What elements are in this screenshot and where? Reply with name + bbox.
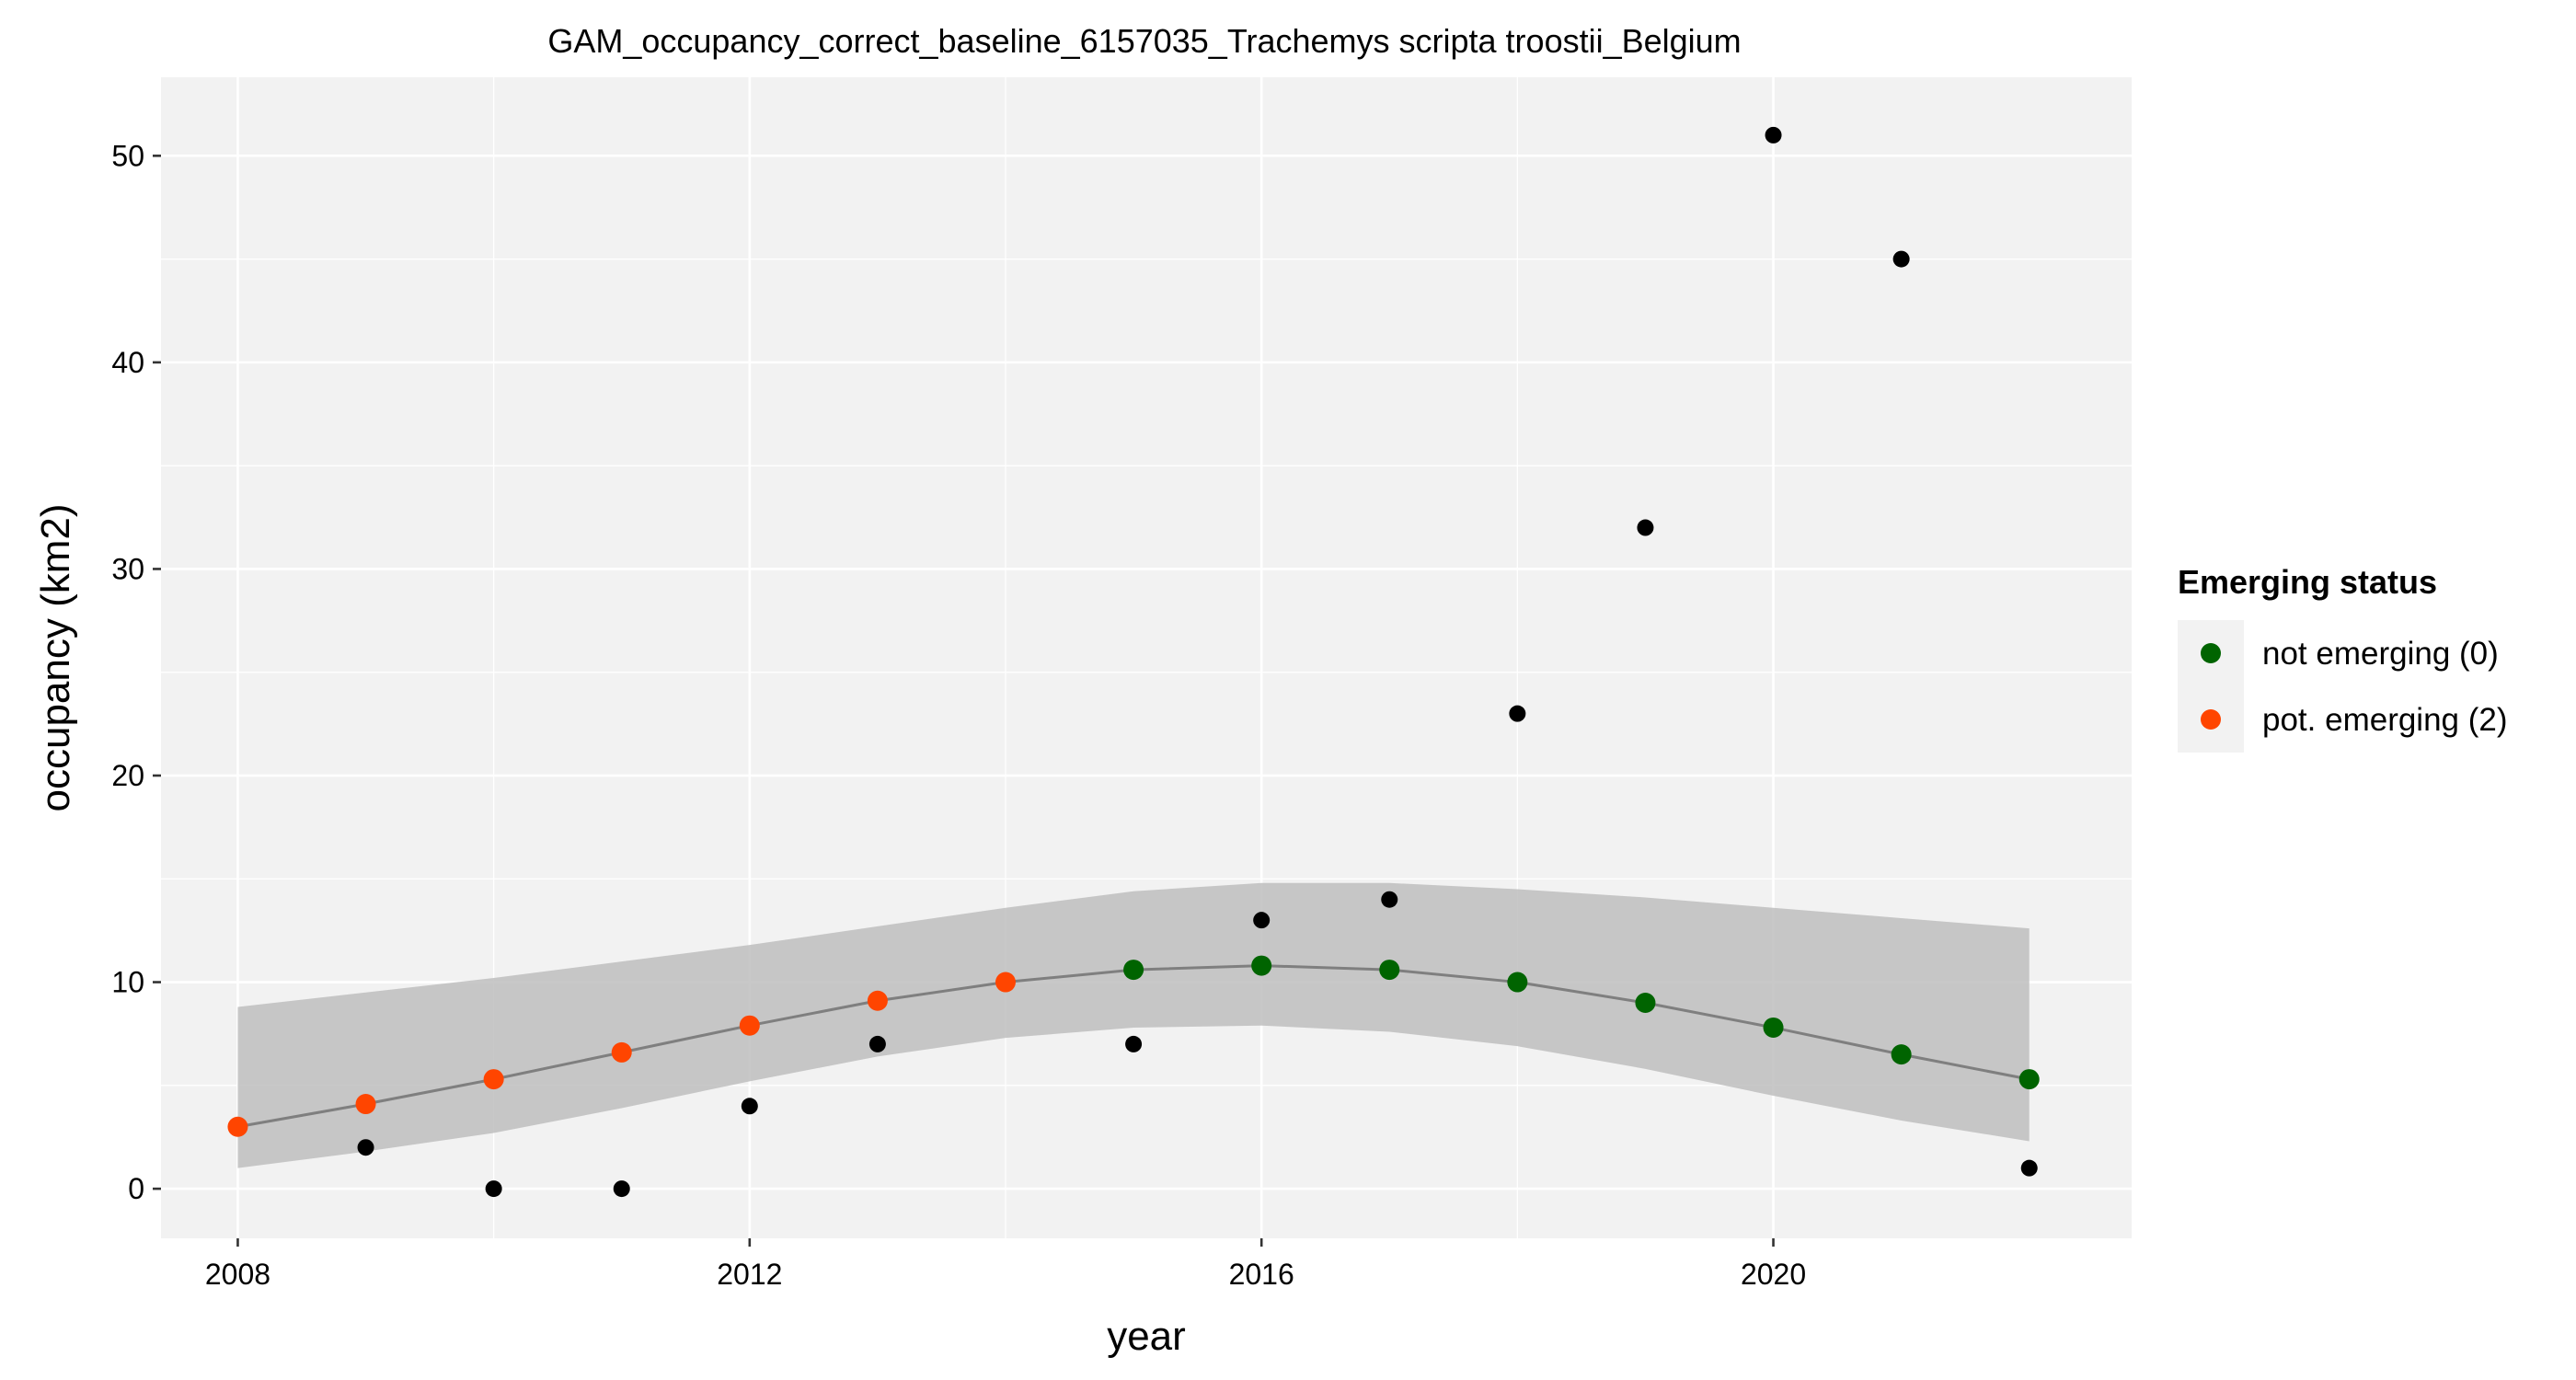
observed-points	[357, 126, 2038, 1198]
fit-point	[739, 1015, 760, 1036]
fit-point	[1891, 1044, 1912, 1065]
fit-point	[1251, 955, 1272, 976]
y-axis-title: occupancy (km2)	[33, 503, 78, 811]
observed-point	[1381, 891, 1398, 908]
fit-point	[1507, 972, 1528, 993]
x-axis-title: year	[1107, 1314, 1186, 1359]
observed-point	[357, 1139, 374, 1156]
y-axis: 0 10 20 30 40 50	[111, 139, 161, 1205]
x-axis: 2008 2012 2016 2020	[205, 1238, 1806, 1291]
x-tick-label: 2012	[717, 1258, 782, 1291]
y-tick-label: 40	[111, 346, 144, 379]
legend-key-background	[2178, 620, 2244, 753]
observed-point	[2020, 1159, 2038, 1177]
legend-key	[2201, 643, 2221, 663]
legend-key	[2201, 709, 2221, 730]
legend-label: pot. emerging (2)	[2262, 702, 2508, 738]
observed-point	[1765, 126, 1782, 144]
x-tick-label: 2020	[1741, 1258, 1806, 1291]
fit-point	[227, 1116, 248, 1137]
fit-point	[483, 1069, 504, 1090]
fit-point	[2018, 1069, 2040, 1090]
legend: Emerging status not emerging (0) pot. eme…	[2178, 563, 2508, 753]
y-tick-label: 30	[111, 552, 144, 585]
observed-point	[1253, 912, 1271, 929]
confidence-ribbon	[237, 882, 2030, 1168]
y-tick-label: 50	[111, 139, 144, 172]
fit-point	[1123, 960, 1144, 981]
fit-point	[1763, 1017, 1784, 1038]
fit-point	[867, 990, 888, 1011]
y-tick-label: 10	[111, 966, 144, 999]
fit-points	[227, 955, 2040, 1137]
x-tick-label: 2008	[205, 1258, 270, 1291]
confidence-band	[237, 882, 2030, 1168]
y-tick-label: 0	[128, 1172, 144, 1205]
observed-point	[1637, 519, 1654, 536]
fit-point	[1379, 960, 1400, 981]
observed-point	[485, 1180, 502, 1198]
observed-point	[741, 1098, 758, 1115]
legend-label: not emerging (0)	[2262, 636, 2499, 672]
observed-point	[868, 1035, 886, 1052]
x-tick-label: 2016	[1229, 1258, 1294, 1291]
legend-title: Emerging status	[2178, 563, 2437, 601]
observed-point	[1892, 250, 1910, 268]
fit-point	[1635, 993, 1656, 1014]
observed-point	[613, 1180, 630, 1198]
fit-point	[611, 1041, 632, 1063]
observed-point	[1125, 1035, 1143, 1052]
chart-title: GAM_occupancy_correct_baseline_6157035_T…	[547, 22, 1741, 60]
observed-point	[1509, 705, 1526, 722]
y-tick-label: 20	[111, 759, 144, 792]
fit-point	[995, 972, 1016, 993]
fit-point	[355, 1094, 376, 1115]
